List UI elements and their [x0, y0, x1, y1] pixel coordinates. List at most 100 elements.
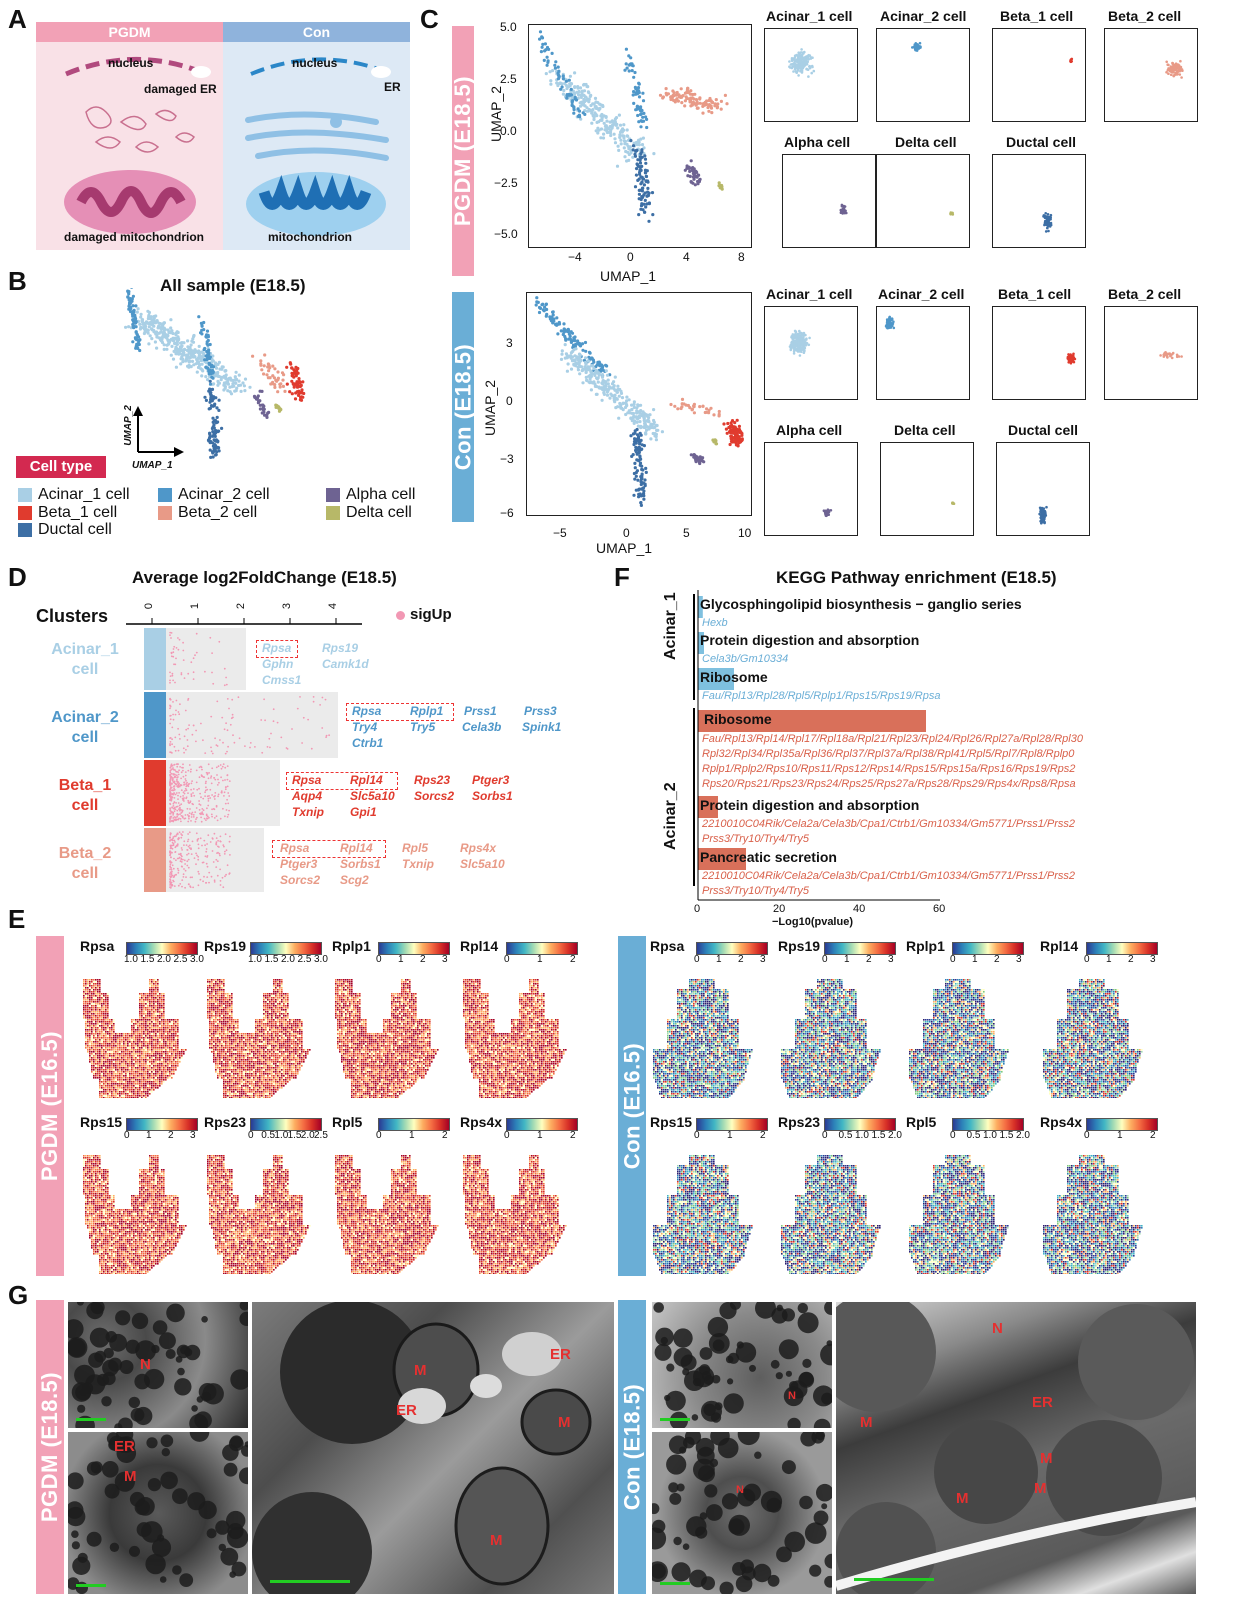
umap-point [803, 50, 806, 54]
umap-point [640, 189, 644, 193]
d-point [169, 837, 171, 839]
d-point [180, 673, 183, 676]
d-tick: 4 [327, 603, 339, 609]
gene-name: Rps23 [778, 1114, 820, 1130]
kegg-genes: Rpl32/Rpl34/Rpl35a/Rpl36/Rpl37/Rpl37a/Rp… [702, 748, 1074, 760]
umap-point [640, 472, 644, 476]
em-granule [655, 1327, 674, 1347]
d-point [203, 817, 206, 820]
umap-point [579, 100, 584, 104]
umap-point [1070, 357, 1073, 361]
spatial-map [83, 979, 187, 1098]
umap-point [790, 343, 793, 346]
umap-point [693, 175, 697, 179]
umap-point [698, 97, 702, 101]
umap-bot-xlabel: UMAP_1 [596, 540, 652, 556]
d-point [183, 844, 185, 846]
umap-point [808, 65, 811, 68]
d-point [169, 873, 171, 875]
em-granule [813, 1385, 832, 1407]
umap-point [556, 71, 560, 75]
d-point [177, 884, 180, 887]
gene-name: Rps19 [204, 938, 246, 954]
umap-point [647, 420, 651, 424]
d-point [324, 698, 327, 701]
d-point [175, 805, 178, 808]
umap-point [566, 85, 571, 89]
d-point [218, 781, 220, 784]
d-point [172, 879, 174, 882]
d-point [177, 776, 179, 778]
em-label-er: ER [550, 1346, 571, 1363]
umap-point [599, 136, 603, 140]
d-point [226, 698, 229, 700]
umap-point [148, 334, 152, 338]
umap-point [738, 429, 742, 433]
umap-point [200, 374, 204, 378]
spatial-map [463, 1155, 567, 1274]
d-point [194, 654, 196, 657]
umap-point [545, 307, 549, 312]
d-point [184, 787, 187, 790]
umap-point [640, 180, 644, 184]
umap-point [841, 209, 844, 212]
colorbar-tick: 1 [537, 1130, 543, 1141]
umap-point [131, 304, 135, 308]
umap-point [206, 338, 210, 343]
umap-point [193, 350, 197, 355]
d-point [206, 865, 209, 868]
umap-point [296, 393, 301, 397]
em-granule [797, 1312, 819, 1334]
umap-point [633, 154, 638, 158]
umap-point [601, 136, 606, 140]
umap-point [162, 333, 166, 337]
d-point [179, 809, 181, 812]
umap-point [581, 381, 585, 385]
em-granule [723, 1393, 744, 1414]
umap-point [619, 391, 624, 395]
colorbar-tick: 2 [570, 1130, 576, 1141]
umap-point [273, 385, 277, 389]
umap-point [683, 104, 687, 108]
d-point [176, 765, 179, 768]
gene-name: Rplp1 [906, 938, 945, 954]
umap-point [262, 364, 266, 368]
umap-point [539, 50, 543, 54]
umap-point [596, 126, 600, 130]
umap-point [212, 404, 216, 408]
umap-point [639, 204, 644, 208]
d-point [190, 813, 193, 815]
band-pgdm-e: PGDM (E16.5) [36, 936, 64, 1276]
d-point [178, 831, 181, 834]
umap-point [795, 71, 798, 74]
kegg-genes: Fau/Rpl13/Rpl14/Rpl17/Rpl18a/Rpl21/Rpl23… [702, 733, 1083, 745]
umap-point [577, 352, 582, 356]
d-point [184, 869, 187, 872]
d-point [180, 789, 183, 792]
d-point [211, 815, 213, 818]
umap-point [686, 174, 690, 178]
d-point [183, 840, 186, 843]
em-label-er: ER [396, 1402, 417, 1419]
umap-point [625, 395, 629, 399]
d-point [171, 743, 173, 746]
umap-point [139, 312, 143, 316]
d-point [195, 632, 198, 635]
umap-point [596, 371, 600, 375]
d-point [197, 843, 200, 846]
umap-point [806, 55, 810, 59]
colorbar-tick: 0 [1084, 954, 1090, 965]
umap-point [173, 341, 177, 346]
d-point [187, 883, 190, 886]
umap-point [162, 347, 166, 351]
umap-point [559, 87, 563, 91]
gene: Rplp1 [410, 704, 443, 718]
umap-point [199, 321, 203, 325]
umap-point [619, 138, 623, 142]
d-point [215, 843, 218, 846]
umap-point [803, 349, 806, 352]
panel-a: PGDM Con nucleus damaged ER [36, 22, 410, 250]
d-point [183, 792, 186, 795]
d-point [210, 875, 213, 878]
umap-point [594, 392, 598, 396]
